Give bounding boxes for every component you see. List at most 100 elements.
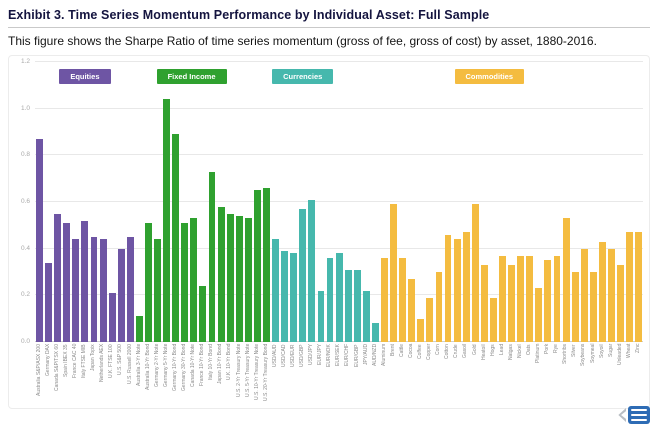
- x-tick-label: Lead: [498, 344, 505, 356]
- x-tick-label: Italy FTSE MIB: [81, 344, 88, 378]
- bar-column: Silver: [571, 62, 580, 406]
- x-tick-label: Shortribs: [562, 344, 569, 365]
- bar: [172, 134, 180, 342]
- bar: [580, 248, 588, 342]
- x-tick-label: USD/EUR: [289, 344, 296, 367]
- bar: [126, 237, 134, 342]
- bar-column: Lead: [498, 62, 507, 406]
- x-tick-label: AUD/NZD: [371, 344, 378, 367]
- x-tick-label: Sugar: [607, 344, 614, 358]
- site-logo[interactable]: [617, 406, 650, 424]
- x-tick-label: Netherlands AEX: [99, 344, 106, 383]
- x-tick-label: Silver: [571, 344, 578, 357]
- bar: [426, 297, 434, 342]
- bar-column: Copper: [425, 62, 434, 406]
- bar: [308, 199, 316, 342]
- bar-column: EUR/CHF: [344, 62, 353, 406]
- x-tick-label: Canada S&P/TSX 60: [53, 344, 60, 391]
- bar-column: Germany 2-Yr Note: [153, 62, 162, 406]
- bar-column: USD/EUR: [289, 62, 298, 406]
- bar: [371, 323, 379, 342]
- x-tick-label: Soymeal: [589, 344, 596, 364]
- x-tick-label: Cotton: [444, 344, 451, 359]
- bar: [299, 209, 307, 342]
- x-tick-label: Heatoil: [480, 344, 487, 360]
- bar-column: Japan 10-Yr Bond: [217, 62, 226, 406]
- y-tick-label: 1.0: [20, 104, 30, 112]
- x-tick-label: EUR/CHF: [344, 344, 351, 367]
- bar-column: Netherlands AEX: [99, 62, 108, 406]
- bar-column: Spain IBEX 35: [62, 62, 71, 406]
- bar-column: Wheat: [625, 62, 634, 406]
- bar: [417, 318, 425, 342]
- bar-column: U.S. 10-Yr Treasury Note: [253, 62, 262, 406]
- bar: [462, 232, 470, 342]
- x-tick-label: Spain IBEX 35: [63, 344, 70, 377]
- bar: [154, 239, 161, 342]
- bar-column: Japan Topix: [89, 62, 98, 406]
- bar-column: Germany 10-Yr Bond: [171, 62, 180, 406]
- bar-column: Hogs: [489, 62, 498, 406]
- bar-column: U.S. 20-Yr Treasury Bond: [262, 62, 271, 406]
- x-tick-label: Germany 30-Yr Bond: [181, 344, 188, 392]
- bar-column: Gasoil: [462, 62, 471, 406]
- x-tick-label: Rye: [553, 344, 560, 353]
- page: Exhibit 3. Time Series Momentum Performa…: [8, 8, 650, 409]
- bar: [108, 293, 116, 342]
- x-tick-label: Crude: [453, 344, 460, 358]
- bar-column: Sugar: [607, 62, 616, 406]
- bar: [571, 272, 579, 342]
- x-tick-label: Nickel: [516, 344, 523, 358]
- bar: [63, 223, 71, 342]
- bar-column: JPY/AUD: [362, 62, 371, 406]
- bar: [408, 279, 416, 342]
- bar-column: Gold: [471, 62, 480, 406]
- bar-column: Soymeal: [589, 62, 598, 406]
- bar-column: Brent: [389, 62, 398, 406]
- y-tick-label: 1.2: [20, 58, 30, 65]
- x-tick-label: EUR/SEK: [335, 344, 342, 366]
- bar: [81, 220, 89, 342]
- bar: [90, 237, 98, 342]
- bar-column: Cattle: [398, 62, 407, 406]
- bar-column: Australia S&P/ASX 200: [35, 62, 44, 406]
- x-tick-label: Australia 10-Yr Bond: [144, 344, 151, 391]
- x-tick-label: Japan Topix: [90, 344, 97, 371]
- y-tick-label: 0.4: [20, 244, 30, 252]
- bar-column: Natgas: [507, 62, 516, 406]
- bar: [253, 190, 261, 342]
- bar-column: EUR/NOK: [326, 62, 335, 406]
- bar: [235, 216, 243, 342]
- x-tick-label: Soybeans: [580, 344, 587, 367]
- bar: [199, 286, 207, 342]
- x-tick-label: Germany 5-Yr Note: [162, 344, 169, 388]
- x-tick-label: Oats: [526, 344, 532, 355]
- bar: [281, 251, 289, 342]
- x-tick-label: U.K. 10-Yr Bond: [226, 344, 233, 381]
- bar: [163, 99, 171, 342]
- x-tick-label: Pork: [544, 344, 551, 355]
- bar: [317, 290, 325, 342]
- bar-series: Australia S&P/ASX 200 Germany DAX Canada S…: [35, 62, 643, 406]
- x-tick-label: Gasoil: [462, 344, 469, 359]
- x-tick-label: U.S. Russell 2000: [126, 344, 133, 385]
- page-title: Exhibit 3. Time Series Momentum Performa…: [8, 8, 490, 22]
- x-tick-label: Coffee: [417, 344, 424, 359]
- bar: [135, 316, 143, 342]
- y-tick-label: 0.2: [20, 291, 30, 299]
- bar: [290, 253, 298, 342]
- bar: [544, 260, 552, 342]
- logo-chevron-icon: [618, 408, 626, 422]
- x-tick-label: Natgas: [507, 344, 514, 360]
- bar: [99, 239, 107, 342]
- bar-column: U.S. S&P 500: [117, 62, 126, 406]
- logo-e-icon: [628, 406, 650, 424]
- bar: [344, 269, 352, 342]
- x-tick-label: Zinc: [634, 344, 641, 354]
- bar: [617, 265, 624, 342]
- bar: [381, 258, 388, 342]
- x-tick-label: France 10-Yr Bond: [199, 344, 206, 387]
- bar-column: Germany 5-Yr Note: [162, 62, 171, 406]
- bar: [517, 255, 525, 342]
- y-tick-label: 0.0: [20, 338, 30, 345]
